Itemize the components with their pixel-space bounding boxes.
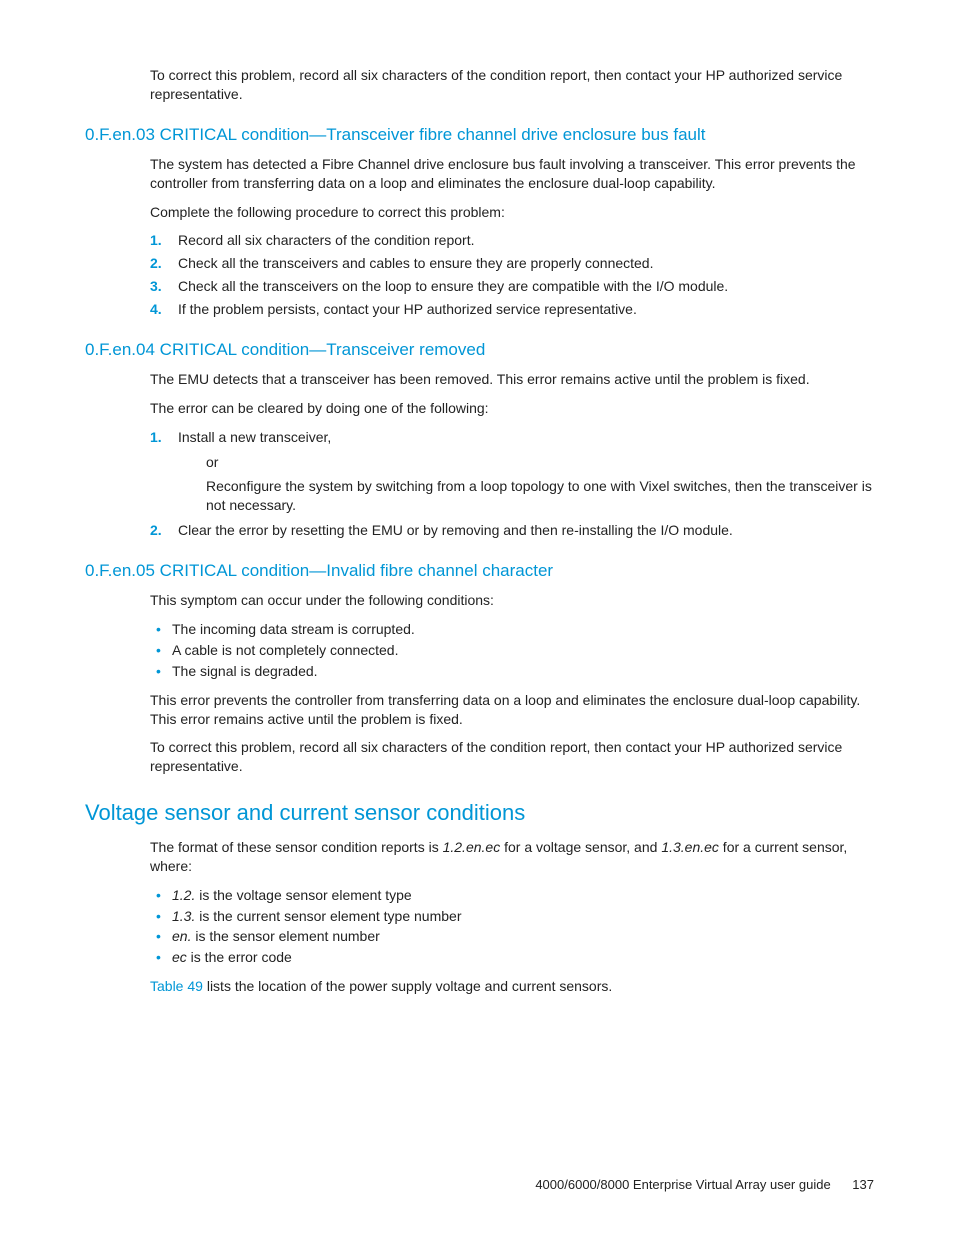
s05-p3: To correct this problem, record all six … — [150, 738, 874, 776]
s04-or: or — [206, 453, 874, 472]
heading-0fen04: 0.F.en.04 CRITICAL condition—Transceiver… — [85, 339, 874, 362]
s05-p1: This symptom can occur under the followi… — [150, 591, 874, 610]
italic-text: 1.3.en.ec — [661, 839, 719, 855]
page-number: 137 — [852, 1177, 874, 1192]
list-item: 1. Record all six characters of the condi… — [150, 231, 874, 250]
list-item: 1.3. is the current sensor element type … — [150, 907, 874, 926]
heading-0fen03: 0.F.en.03 CRITICAL condition—Transceiver… — [85, 124, 874, 147]
text: is the current sensor element type numbe… — [195, 908, 461, 924]
heading-0fen05: 0.F.en.05 CRITICAL condition—Invalid fib… — [85, 560, 874, 583]
voltage-bullets: 1.2. is the voltage sensor element type … — [150, 886, 874, 968]
list-item: 1. Install a new transceiver, or Reconfi… — [150, 428, 874, 516]
s03-steps: 1. Record all six characters of the condi… — [150, 231, 874, 319]
heading-voltage: Voltage sensor and current sensor condit… — [85, 798, 874, 828]
list-text: Record all six characters of the conditi… — [178, 232, 474, 248]
list-item: The incoming data stream is corrupted. — [150, 620, 874, 639]
s05-bullets: The incoming data stream is corrupted. A… — [150, 620, 874, 681]
italic-text: 1.3. — [172, 908, 195, 924]
list-marker: 2. — [150, 254, 162, 273]
list-marker: 4. — [150, 300, 162, 319]
list-item: 2. Check all the transceivers and cables … — [150, 254, 874, 273]
list-item: 4. If the problem persists, contact your … — [150, 300, 874, 319]
list-item: 2. Clear the error by resetting the EMU o… — [150, 521, 874, 540]
s03-p2: Complete the following procedure to corr… — [150, 203, 874, 222]
list-text: If the problem persists, contact your HP… — [178, 301, 637, 317]
footer-title: 4000/6000/8000 Enterprise Virtual Array … — [535, 1177, 830, 1192]
text: is the error code — [187, 949, 292, 965]
list-marker: 3. — [150, 277, 162, 296]
s04-p2: The error can be cleared by doing one of… — [150, 399, 874, 418]
list-item: A cable is not completely connected. — [150, 641, 874, 660]
s05-p2: This error prevents the controller from … — [150, 691, 874, 729]
text: for a voltage sensor, and — [500, 839, 661, 855]
text: The format of these sensor condition rep… — [150, 839, 443, 855]
s04-p1: The EMU detects that a transceiver has b… — [150, 370, 874, 389]
intro-paragraph: To correct this problem, record all six … — [150, 66, 874, 104]
list-marker: 1. — [150, 231, 162, 250]
voltage-p1: The format of these sensor condition rep… — [150, 838, 874, 876]
voltage-p2: Table 49 lists the location of the power… — [150, 977, 874, 996]
text: lists the location of the power supply v… — [203, 978, 612, 994]
list-item: The signal is degraded. — [150, 662, 874, 681]
table-49-link[interactable]: Table 49 — [150, 978, 203, 994]
list-text: Check all the transceivers on the loop t… — [178, 278, 728, 294]
list-marker: 2. — [150, 521, 162, 540]
list-item: ec is the error code — [150, 948, 874, 967]
list-item: en. is the sensor element number — [150, 927, 874, 946]
italic-text: 1.2.en.ec — [443, 839, 501, 855]
italic-text: en. — [172, 928, 191, 944]
italic-text: 1.2. — [172, 887, 195, 903]
list-text: Clear the error by resetting the EMU or … — [178, 522, 733, 538]
s03-p1: The system has detected a Fibre Channel … — [150, 155, 874, 193]
s04-steps: 1. Install a new transceiver, or Reconfi… — [150, 428, 874, 540]
list-text: Check all the transceivers and cables to… — [178, 255, 654, 271]
italic-text: ec — [172, 949, 187, 965]
page-footer: 4000/6000/8000 Enterprise Virtual Array … — [85, 1176, 874, 1194]
list-item: 1.2. is the voltage sensor element type — [150, 886, 874, 905]
list-text: Install a new transceiver, — [178, 429, 331, 445]
list-marker: 1. — [150, 428, 162, 447]
text: is the voltage sensor element type — [195, 887, 411, 903]
s04-step1b: Reconfigure the system by switching from… — [206, 477, 874, 515]
list-item: 3. Check all the transceivers on the loop… — [150, 277, 874, 296]
text: is the sensor element number — [191, 928, 379, 944]
